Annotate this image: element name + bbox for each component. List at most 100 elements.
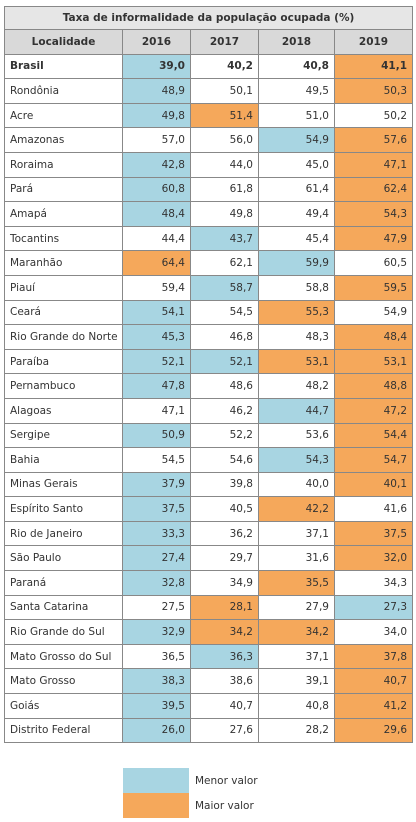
table-cell: 44,7 (258, 397, 335, 424)
table-cell: 37,5 (122, 496, 191, 522)
row-label: Santa Catarina (4, 594, 123, 621)
legend: Menor valor Maior valor (123, 768, 258, 818)
table-cell: 37,1 (258, 643, 335, 670)
table-row: Amapá 48,4 49,8 49,4 54,3 (4, 201, 414, 227)
table-cell: 59,4 (122, 274, 191, 301)
table-cell: 50,9 (122, 422, 191, 449)
table-cell: 52,1 (122, 348, 191, 375)
table-cell: 48,6 (190, 373, 259, 399)
table-row: Piauí 59,4 58,7 58,8 59,5 (4, 274, 414, 301)
row-label: Bahia (4, 447, 123, 473)
table-cell: 52,1 (190, 348, 259, 375)
table-row: Rio Grande do Sul 32,9 34,2 34,2 34,0 (4, 619, 414, 645)
table-cell: 40,0 (258, 471, 335, 498)
table-cell: 34,2 (190, 619, 259, 645)
table-row: Sergipe 50,9 52,2 53,6 54,4 (4, 422, 414, 449)
table-cell: 32,8 (122, 570, 191, 596)
table-cell: 28,2 (258, 717, 335, 744)
table-cell: 44,4 (122, 225, 191, 252)
table-cell: 37,5 (333, 520, 414, 547)
table-cell: 50,1 (190, 78, 259, 104)
table-row: Ceará 54,1 54,5 55,3 54,9 (4, 299, 414, 326)
table-cell: 61,8 (190, 176, 259, 203)
row-label: Minas Gerais (4, 471, 123, 498)
table-cell: 47,1 (122, 397, 191, 424)
table-row: Rio Grande do Norte 45,3 46,8 48,3 48,4 (4, 324, 414, 350)
title-row: Taxa de informalidade da população ocupa… (3, 6, 414, 30)
table-cell: 49,4 (258, 201, 335, 227)
table-row: Goiás 39,5 40,7 40,8 41,2 (4, 693, 414, 719)
table-row: São Paulo 27,4 29,7 31,6 32,0 (4, 545, 414, 572)
table-cell: 32,9 (122, 619, 191, 645)
table-cell: 59,5 (333, 274, 414, 301)
row-label: Pará (4, 176, 123, 203)
table-row: Rio de Janeiro 33,3 36,2 37,1 37,5 (4, 520, 414, 547)
row-label: Rio Grande do Sul (4, 619, 123, 645)
row-label: Mato Grosso do Sul (4, 643, 123, 670)
row-label: Sergipe (4, 422, 123, 449)
table-cell: 40,7 (190, 693, 259, 719)
column-header: 2017 (190, 29, 259, 55)
table-cell: 27,6 (190, 717, 259, 744)
table-row: Tocantins 44,4 43,7 45,4 47,9 (4, 225, 414, 252)
table-row: Pernambuco 47,8 48,6 48,2 48,8 (4, 373, 414, 399)
table-cell: 40,8 (258, 693, 335, 719)
table-cell: 48,8 (333, 373, 414, 399)
table-cell: 48,9 (122, 78, 191, 104)
table-cell: 44,0 (190, 151, 259, 178)
table-cell: 28,1 (190, 594, 259, 621)
table-row: Bahia 54,5 54,6 54,3 54,7 (4, 447, 414, 473)
table-cell: 27,4 (122, 545, 191, 572)
column-header: 2016 (122, 29, 191, 55)
table-cell: 40,2 (190, 53, 259, 80)
table-cell: 29,7 (190, 545, 259, 572)
table-cell: 31,6 (258, 545, 335, 572)
table-cell: 54,9 (258, 127, 335, 153)
row-label: Rondônia (4, 78, 123, 104)
legend-swatch (123, 793, 189, 818)
table-cell: 40,5 (190, 496, 259, 522)
legend-item: Maior valor (123, 793, 258, 818)
table-cell: 52,2 (190, 422, 259, 449)
table-cell: 62,1 (190, 250, 259, 276)
table-cell: 48,4 (333, 324, 414, 350)
table-cell: 47,2 (333, 397, 414, 424)
table-cell: 40,8 (258, 53, 335, 80)
table-cell: 47,1 (333, 151, 414, 178)
table-cell: 40,7 (333, 668, 414, 695)
table-cell: 61,4 (258, 176, 335, 203)
table-cell: 60,5 (333, 250, 414, 276)
table-cell: 58,8 (258, 274, 335, 301)
table-cell: 48,3 (258, 324, 335, 350)
row-label: Amazonas (4, 127, 123, 153)
column-header: Localidade (4, 29, 123, 55)
table-row: Mato Grosso 38,3 38,6 39,1 40,7 (4, 668, 414, 695)
table-cell: 41,1 (333, 53, 414, 80)
row-label: Brasil (4, 53, 123, 80)
table-cell: 43,7 (190, 225, 259, 252)
table-row: Mato Grosso do Sul 36,5 36,3 37,1 37,8 (4, 643, 414, 670)
table-cell: 34,3 (333, 570, 414, 596)
table-cell: 36,5 (122, 643, 191, 670)
table-cell: 62,4 (333, 176, 414, 203)
table-cell: 53,1 (333, 348, 414, 375)
table-cell: 53,1 (258, 348, 335, 375)
table-row: Pará 60,8 61,8 61,4 62,4 (4, 176, 414, 203)
table-cell: 41,6 (333, 496, 414, 522)
table-cell: 54,5 (190, 299, 259, 326)
table-cell: 27,3 (333, 594, 414, 621)
table-cell: 49,8 (122, 102, 191, 129)
row-label: Distrito Federal (4, 717, 123, 744)
table-row: Santa Catarina 27,5 28,1 27,9 27,3 (4, 594, 414, 621)
table-cell: 45,4 (258, 225, 335, 252)
table-cell: 57,0 (122, 127, 191, 153)
row-label: Paraná (4, 570, 123, 596)
data-table: Taxa de informalidade da população ocupa… (3, 6, 414, 744)
header-row: Localidade 2016 2017 2018 2019 (4, 29, 414, 55)
table-cell: 40,1 (333, 471, 414, 498)
row-label: Roraima (4, 151, 123, 178)
table-row: Maranhão 64,4 62,1 59,9 60,5 (4, 250, 414, 276)
table-cell: 54,3 (333, 201, 414, 227)
table-cell: 27,9 (258, 594, 335, 621)
table-cell: 50,3 (333, 78, 414, 104)
